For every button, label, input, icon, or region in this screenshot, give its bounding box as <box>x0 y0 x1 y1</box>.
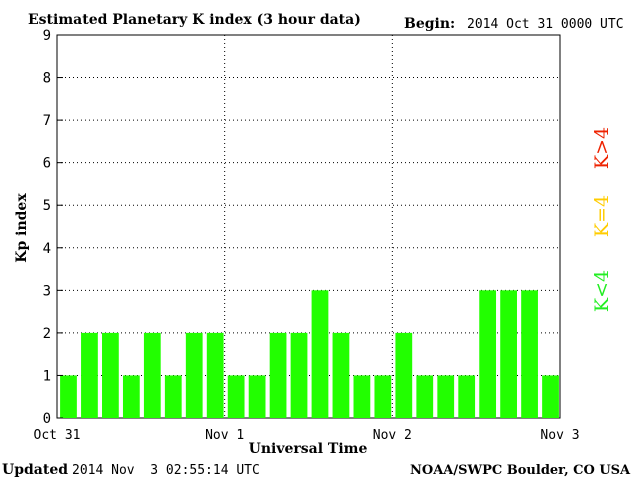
updated-label: Updated <box>2 462 68 478</box>
bar-1 <box>81 332 98 418</box>
bar-10 <box>269 332 287 418</box>
bar-0 <box>60 375 77 418</box>
plot-area: 0 1 2 3 4 5 6 7 8 9 Oct 31 Nov 1 Nov 2 Nov 3 <box>34 28 580 443</box>
vertical-grid <box>224 35 393 418</box>
bar-13 <box>332 332 350 418</box>
x-axis-label: Universal Time <box>249 441 368 457</box>
credit-text: NOAA/SWPC Boulder, CO USA <box>410 463 631 478</box>
bar-6 <box>185 332 203 418</box>
y-tick-label-6: 6 <box>43 156 51 172</box>
legend-k-equal-4: K=4 <box>591 195 613 237</box>
x-tick-label-3: Nov 3 <box>540 428 579 443</box>
bar-23 <box>542 375 559 418</box>
bar-17 <box>416 375 434 418</box>
bar-15 <box>374 375 392 418</box>
y-tick-label-1: 1 <box>43 368 51 384</box>
bar-16 <box>395 332 413 418</box>
bar-7 <box>206 332 224 418</box>
begin-label: Begin: <box>404 16 455 32</box>
bar-2 <box>102 332 119 418</box>
x-tick-label-1: Nov 1 <box>205 428 244 443</box>
bar-14 <box>353 375 371 418</box>
y-tick-label-2: 2 <box>43 326 51 342</box>
bar-11 <box>290 332 308 418</box>
bar-3 <box>122 375 140 418</box>
y-tick-label-8: 8 <box>43 71 51 87</box>
bar-18 <box>437 375 455 418</box>
bar-4 <box>143 332 161 418</box>
updated-value: 2014 Nov 3 02:55:14 UTC <box>72 463 260 478</box>
y-axis-ticks: 0 1 2 3 4 5 6 7 8 9 <box>43 28 63 427</box>
bar-19 <box>458 375 476 418</box>
chart-title: Estimated Planetary K index (3 hour data… <box>28 12 361 28</box>
y-tick-label-0: 0 <box>43 411 51 427</box>
plot-frame <box>56 34 561 419</box>
x-tick-label-2: Nov 2 <box>373 428 412 443</box>
y-tick-label-3: 3 <box>43 283 51 299</box>
bar-8 <box>227 375 245 418</box>
y-tick-label-9: 9 <box>43 28 51 44</box>
bars <box>60 290 559 418</box>
bar-20 <box>479 290 497 418</box>
bar-12 <box>311 290 329 418</box>
y-axis-label: Kp index <box>14 193 30 263</box>
bar-5 <box>164 375 182 418</box>
bar-21 <box>500 290 517 418</box>
begin-value: 2014 Oct 31 0000 UTC <box>467 17 624 32</box>
x-tick-label-0: Oct 31 <box>34 428 81 443</box>
y-tick-label-5: 5 <box>43 198 51 214</box>
y-tick-label-4: 4 <box>43 241 51 257</box>
bar-22 <box>521 290 538 418</box>
y-tick-label-7: 7 <box>43 113 51 129</box>
legend-k-greater-4: K>4 <box>591 127 613 169</box>
bar-9 <box>248 375 266 418</box>
legend-k-less-4: K<4 <box>591 270 613 312</box>
x-axis-ticks: Oct 31 Nov 1 Nov 2 Nov 3 <box>34 428 580 443</box>
